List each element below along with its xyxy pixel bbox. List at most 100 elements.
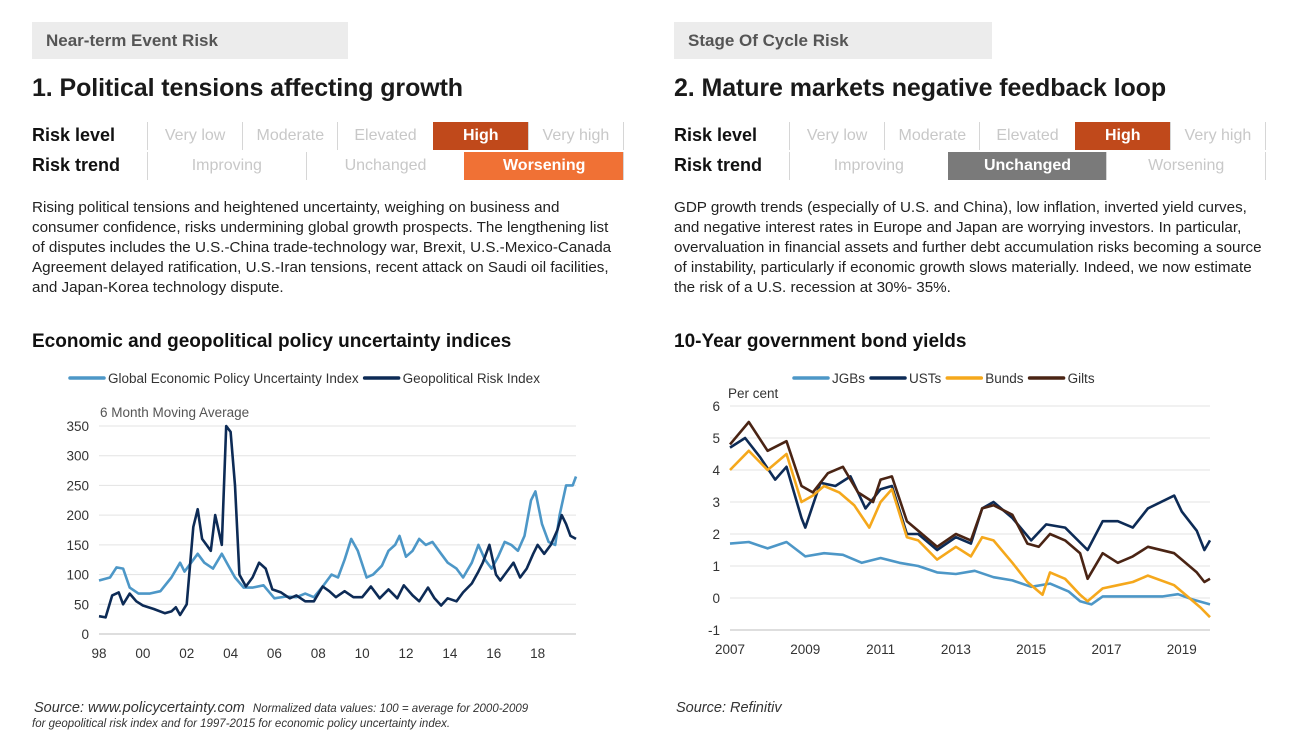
chart-title: 10-Year government bond yields: [674, 331, 967, 352]
x-tick-label: 00: [135, 646, 150, 661]
x-tick-label: 04: [223, 646, 239, 661]
risk-trend-label: Risk trend: [32, 155, 121, 175]
x-tick-label: 2009: [790, 642, 820, 657]
y-tick-label: 150: [66, 538, 89, 553]
series-line-usts: [729, 436, 1212, 552]
x-tick-label: 2013: [941, 642, 971, 657]
source-label: Source: www.policycertainty.com: [34, 700, 245, 716]
y-axis: -1 0 1 2 3 4 5 6: [708, 399, 721, 638]
risk-trend-unchanged: Unchanged: [947, 152, 1107, 180]
x-tick-label: 2011: [866, 642, 895, 657]
x-tick-label: 18: [530, 646, 545, 661]
x-tick-label: 12: [399, 646, 414, 661]
x-tick-label: 10: [355, 646, 370, 661]
chart-title: Economic and geopolitical policy uncerta…: [32, 331, 512, 352]
y-tick-label: 350: [66, 419, 89, 434]
series-line-geopolitical-risk-index: [98, 424, 577, 619]
chart-annotation: 6 Month Moving Average: [100, 405, 249, 420]
risk-level-scale: Very low Moderate Elevated High Very high: [147, 122, 625, 150]
risk-level-label: Risk level: [32, 125, 116, 145]
uncertainty-chart: Global Economic Policy Uncertainty Index…: [66, 371, 578, 661]
risk-trend-row: Risk trend Improving Unchanged Worsening: [674, 152, 1267, 180]
x-tick-label: 2017: [1091, 642, 1121, 657]
chart-grid: [730, 405, 1210, 631]
series-line-jgbs: [729, 540, 1211, 606]
legend-label: Global Economic Policy Uncertainty Index: [108, 371, 359, 386]
y-tick-label: 4: [712, 463, 720, 478]
y-tick-label: 5: [712, 431, 720, 446]
series-line-global-economic-policy-uncertainty-index: [98, 476, 578, 600]
source-label: Source: Refinitiv: [676, 700, 782, 716]
risk-level-very-high: Very high: [527, 122, 625, 150]
left-panel: Near-term Event Risk 1. Political tensio…: [30, 0, 630, 745]
y-tick-label: 50: [74, 597, 89, 612]
chart-grid: [99, 425, 576, 635]
series-line-bunds: [729, 449, 1211, 619]
x-tick-label: 2015: [1016, 642, 1046, 657]
legend-label: Gilts: [1068, 371, 1095, 386]
risk-title: 2. Mature markets negative feedback loop: [674, 74, 1167, 102]
risk-level-elevated: Elevated: [337, 122, 432, 150]
right-panel: Stage Of Cycle Risk 2. Mature markets ne…: [672, 0, 1272, 745]
x-tick-label: 2019: [1167, 642, 1197, 657]
risk-trend-label: Risk trend: [674, 155, 763, 175]
x-tick-label: 14: [442, 646, 458, 661]
bond-yields-chart: JGBs USTs Bunds Gilts Per cent -1 0 1 2 3 4 5 6 20…: [708, 371, 1212, 657]
chart-series: [98, 424, 578, 619]
series-line-gilts: [729, 420, 1211, 584]
chart-legend: Global Economic Policy Uncertainty Index…: [68, 371, 541, 386]
risk-level-very-high: Very high: [1169, 122, 1267, 150]
risk-trend-improving: Improving: [147, 152, 306, 180]
y-tick-label: 1: [712, 559, 720, 574]
risk-level-label: Risk level: [674, 125, 758, 145]
y-axis: 0 50 100 150 200 250 300 350: [66, 419, 89, 642]
risk-level-high: High: [1074, 122, 1170, 150]
x-axis: 2007 2009 2011 2013 2015 2017 2019: [715, 642, 1197, 657]
risk-level-high: High: [432, 122, 528, 150]
chart-legend: JGBs USTs Bunds Gilts: [792, 371, 1095, 386]
y-tick-label: 250: [66, 478, 89, 493]
legend-label: USTs: [909, 371, 942, 386]
legend-label: Geopolitical Risk Index: [403, 371, 541, 386]
risk-trend-unchanged: Unchanged: [305, 152, 465, 180]
risk-trend-worsening: Worsening: [464, 152, 625, 180]
x-tick-label: 16: [486, 646, 501, 661]
source-note: Normalized data values: 100 = average fo…: [252, 703, 529, 715]
risk-level-moderate: Moderate: [884, 122, 979, 150]
x-tick-label: 08: [311, 646, 326, 661]
risk-level-elevated: Elevated: [979, 122, 1074, 150]
y-tick-label: 6: [712, 399, 720, 414]
risk-level-moderate: Moderate: [242, 122, 337, 150]
risk-level-row: Risk level Very low Moderate Elevated High V…: [674, 122, 1267, 150]
category-tag: Stage Of Cycle Risk: [674, 22, 992, 59]
category-tag: Near-term Event Risk: [32, 22, 348, 59]
risk-level-row: Risk level Very low Moderate Elevated High V…: [32, 122, 625, 150]
risk-level-very-low: Very low: [789, 122, 884, 150]
y-tick-label: 2: [712, 527, 720, 542]
risk-trend-row: Risk trend Improving Unchanged Worsening: [32, 152, 625, 180]
y-axis-label: Per cent: [728, 386, 779, 401]
x-tick-label: 98: [91, 646, 106, 661]
body-text: GDP growth trends (especially of U.S. an…: [674, 199, 1262, 296]
risk-trend-worsening: Worsening: [1106, 152, 1267, 180]
y-tick-label: 100: [66, 568, 89, 583]
risk-trend-improving: Improving: [789, 152, 948, 180]
body-text: Rising political tensions and heightened…: [32, 199, 612, 296]
y-tick-label: -1: [708, 623, 720, 638]
risk-trend-scale: Improving Unchanged Worsening: [147, 152, 625, 180]
legend-label: JGBs: [832, 371, 865, 386]
risk-trend-scale: Improving Unchanged Worsening: [789, 152, 1267, 180]
source-text: Source: Refinitiv: [676, 700, 782, 716]
x-tick-label: 02: [179, 646, 194, 661]
chart-series: [729, 420, 1212, 619]
y-tick-label: 300: [66, 449, 89, 464]
source-text: Source: www.policycertainty.com Normaliz…: [34, 700, 528, 716]
y-tick-label: 200: [66, 508, 89, 523]
risk-level-scale: Very low Moderate Elevated High Very high: [789, 122, 1267, 150]
risk-level-very-low: Very low: [147, 122, 242, 150]
y-tick-label: 0: [712, 591, 720, 606]
y-tick-label: 0: [81, 627, 89, 642]
x-axis: 98 00 02 04 06 08 10 12 14 16 18: [91, 646, 545, 661]
legend-label: Bunds: [985, 371, 1024, 386]
source-note-2: for geopolitical risk index and for 1997…: [32, 718, 451, 730]
